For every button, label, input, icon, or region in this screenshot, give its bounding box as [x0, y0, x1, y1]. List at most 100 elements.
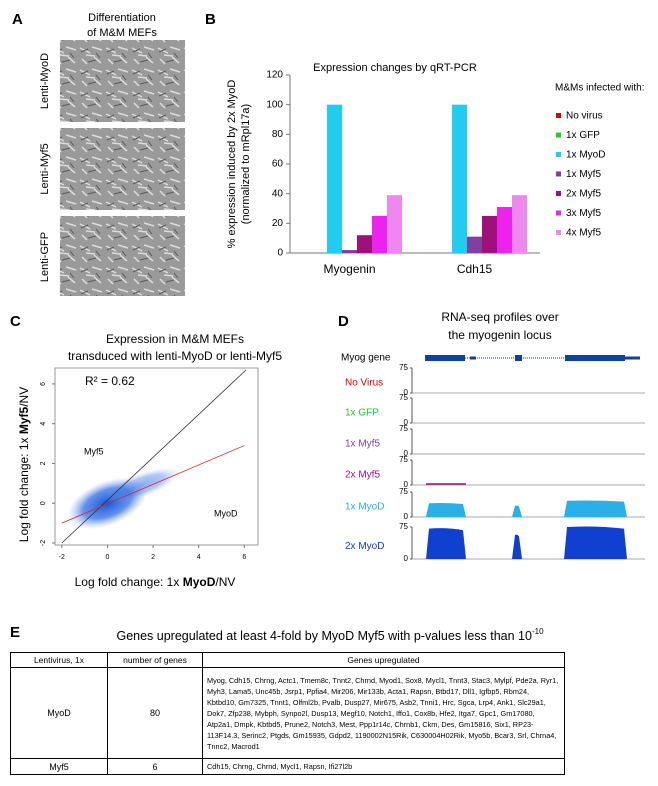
region-label: MyoD: [214, 508, 238, 518]
row-label: Lenti-GFP: [39, 232, 51, 282]
legend-swatch: [556, 210, 561, 216]
panel-letter: C: [10, 313, 21, 330]
table-cell: Myog, Cdh15, Chrng, Actc1, Tmem8c, Tnnt2…: [202, 667, 565, 759]
micrograph: [60, 40, 185, 122]
track-signal: [426, 528, 466, 559]
identity-line: [61, 369, 247, 544]
label-part: /NV: [17, 387, 31, 407]
x-axis-label: Log fold change: 1x MyoD/NV: [75, 575, 236, 589]
x-tick-label: Myogenin: [323, 262, 375, 276]
panel-title: of M&M MEFs: [87, 27, 157, 39]
label-part: Myf5: [17, 406, 31, 434]
bar: [357, 235, 372, 253]
track-tick-label: 75: [399, 393, 408, 402]
legend-swatch: [556, 171, 561, 177]
plot-frame: [54, 367, 259, 546]
y-tick-label: -2: [40, 540, 47, 546]
row-label: Lenti-MyoD: [39, 53, 51, 109]
y-axis-label: Log fold change: 1x Myf5/NV: [17, 387, 31, 542]
legend-swatch: [556, 132, 561, 138]
track-signal: [512, 505, 522, 517]
legend-label: 2x Myf5: [566, 189, 601, 200]
exon: [625, 356, 640, 360]
exon: [515, 355, 522, 361]
bar: [512, 195, 527, 253]
table-title: Genes upregulated at least 4-fold by Myo…: [116, 627, 544, 643]
table-header: number of genes: [107, 652, 203, 668]
gene-table: Lentivirus, 1x number of genes Genes upr…: [10, 652, 565, 775]
x-tick-label: Cdh15: [457, 262, 493, 276]
exon: [425, 355, 465, 361]
table-cell: 80: [107, 667, 203, 759]
y-tick-label: 6: [40, 382, 47, 386]
table-cell: Cdh15, Chrng, Chrnd, Mycl1, Rapsn, Ifi27…: [202, 758, 565, 775]
y-tick-label: 20: [272, 218, 284, 229]
track-label: 1x Myf5: [345, 439, 380, 450]
y-tick-label: 80: [272, 129, 284, 140]
track-tick-label: 0: [404, 554, 409, 563]
gene-label: Myog gene: [341, 353, 391, 364]
track-tick-label: 75: [399, 424, 408, 433]
y-tick-label: 40: [272, 188, 284, 199]
legend-swatch: [556, 230, 561, 235]
label-part: Log fold change: 1x: [17, 434, 31, 542]
track-tick-label: 0: [404, 449, 409, 458]
y-tick-label: 0: [40, 501, 47, 505]
legend-label: No virus: [566, 111, 603, 122]
panel-title: RNA-seq profiles over: [441, 310, 558, 324]
bar: [372, 215, 387, 253]
x-tick-label: 6: [242, 554, 246, 561]
panel-letter: D: [338, 313, 349, 330]
legend-swatch: [556, 152, 561, 157]
x-tick-label: -2: [59, 554, 65, 561]
row-label: Lenti-Myf5: [39, 143, 51, 194]
micrograph: [60, 216, 185, 296]
title-text: Genes upregulated at least 4-fold by Myo…: [116, 629, 532, 643]
micrograph: [60, 128, 185, 210]
bar: [482, 215, 497, 253]
track-tick-label: 75: [399, 487, 408, 496]
exon: [565, 355, 625, 361]
y-tick-label: 120: [266, 70, 283, 81]
panel-title: transduced with lenti-MyoD or lenti-Myf5: [68, 349, 282, 363]
bar: [387, 195, 402, 253]
table-header: Genes upregulated: [202, 652, 565, 668]
legend-label: 1x MyoD: [566, 150, 605, 161]
annotation: R² = 0.62: [85, 374, 135, 388]
chart-title: Expression changes by qRT-PCR: [313, 62, 477, 74]
bar: [327, 104, 342, 254]
table-header: Lentivirus, 1x: [10, 652, 108, 668]
y-tick-label: 100: [266, 99, 283, 110]
track-signal: [426, 503, 466, 517]
track-label: 1x MyoD: [345, 502, 384, 513]
bar: [467, 236, 482, 253]
fit-line: [61, 445, 245, 524]
y-tick-label: 4: [40, 422, 47, 426]
legend-swatch: [556, 113, 561, 118]
label-part: MyoD: [183, 575, 216, 589]
panel-title: the myogenin locus: [448, 328, 551, 342]
track-tick-label: 75: [399, 455, 408, 464]
point-cloud: [103, 467, 180, 504]
track-tick-label: 0: [404, 418, 409, 427]
label-part: /NV: [215, 575, 235, 589]
table-cell: Myf5: [10, 758, 108, 775]
bar: [452, 104, 467, 254]
y-axis-label: % expression induced by 2x MyoD: [226, 80, 238, 249]
track-tick-label: 75: [399, 363, 408, 372]
y-tick-label: 0: [277, 248, 283, 259]
track-signal: [564, 526, 627, 559]
x-tick-label: 4: [197, 554, 201, 561]
track-signal: [512, 534, 522, 559]
track-tick-label: 75: [399, 522, 408, 531]
y-tick-label: 60: [272, 159, 284, 170]
legend-label: 3x Myf5: [566, 208, 601, 219]
bar: [497, 207, 512, 253]
legend-label: 4x Myf5: [566, 228, 601, 239]
panel-letter: E: [10, 624, 20, 641]
panel-title: Differentiation: [88, 12, 156, 24]
y-tick-label: 2: [40, 461, 47, 465]
legend-swatch: [556, 191, 561, 196]
